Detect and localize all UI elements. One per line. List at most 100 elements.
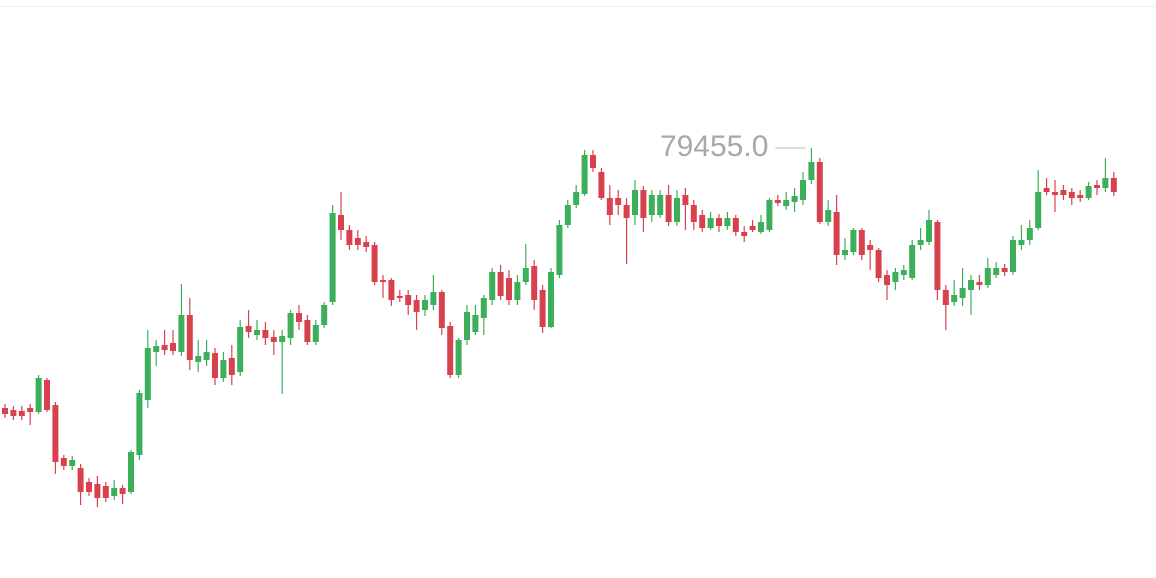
candle-body xyxy=(850,230,857,252)
candle-body xyxy=(926,220,932,242)
candle-body xyxy=(102,486,109,498)
candle-body xyxy=(212,353,218,378)
candle-body xyxy=(674,198,680,222)
candle-body xyxy=(800,180,806,200)
candle-body xyxy=(153,346,160,352)
candle-body xyxy=(942,290,949,305)
candle-body xyxy=(875,250,882,278)
candle-body xyxy=(296,313,302,322)
candle-body xyxy=(858,230,865,255)
candle-body xyxy=(1085,186,1092,198)
candle-body xyxy=(1001,268,1008,272)
candle-body xyxy=(1068,192,1075,198)
candle-body xyxy=(1102,178,1109,188)
candle-body xyxy=(682,195,689,205)
candle-body xyxy=(52,405,59,462)
candle-body xyxy=(245,326,252,332)
candle-body xyxy=(976,282,983,285)
candle-body xyxy=(220,360,227,378)
candle-body xyxy=(27,408,34,412)
candle-body xyxy=(623,205,630,218)
candle-body xyxy=(707,218,714,228)
candle-body xyxy=(606,198,613,215)
candle-body xyxy=(304,320,311,342)
candle-body xyxy=(833,212,840,255)
candle-body xyxy=(573,192,580,205)
annotation-label: 79455.0 xyxy=(660,130,768,163)
candle-body xyxy=(615,198,622,205)
candle-body xyxy=(598,172,605,198)
candle-body xyxy=(716,218,722,226)
candle-body xyxy=(472,315,479,332)
candle-body xyxy=(270,337,277,342)
candle-body xyxy=(699,215,706,228)
candle-body xyxy=(690,205,697,222)
candle-body xyxy=(825,210,832,222)
candle-body xyxy=(321,305,328,325)
candle-body xyxy=(254,330,260,335)
candle-body xyxy=(144,348,151,400)
candle-body xyxy=(1043,188,1050,192)
candle-body xyxy=(405,295,412,305)
candle-body xyxy=(732,218,739,232)
candle-body xyxy=(539,290,546,327)
candle-body xyxy=(1094,185,1100,188)
candle-body xyxy=(60,458,67,466)
candle-body xyxy=(312,325,319,342)
candle-body xyxy=(640,190,647,218)
candle-body xyxy=(430,292,437,305)
candle-body xyxy=(959,288,966,298)
candle-body xyxy=(346,230,353,245)
candle-body xyxy=(489,272,496,300)
candle-body xyxy=(791,196,798,202)
candle-body xyxy=(842,250,848,255)
candle-body xyxy=(783,200,790,206)
candle-body xyxy=(287,313,294,338)
candle-body xyxy=(766,200,773,230)
candle-body xyxy=(1010,240,1016,272)
candle-body xyxy=(413,300,420,312)
candle-body xyxy=(590,155,596,168)
candle-body xyxy=(329,213,336,302)
candle-body xyxy=(1018,240,1025,245)
candle-body xyxy=(455,340,462,375)
candle-body xyxy=(18,411,25,416)
candle-body xyxy=(917,240,924,245)
candle-body xyxy=(808,162,815,180)
candle-body xyxy=(1052,192,1058,195)
candle-body xyxy=(480,298,487,318)
candle-body xyxy=(548,272,554,327)
candle-body xyxy=(2,408,8,414)
candle-body xyxy=(506,278,512,300)
candle-body xyxy=(758,222,764,232)
candle-body xyxy=(119,488,126,494)
candle-body xyxy=(447,326,454,375)
candle-body xyxy=(1026,228,1033,240)
candle-body xyxy=(951,295,958,302)
candle-body xyxy=(371,245,378,282)
candle-body xyxy=(388,280,395,300)
candle-body xyxy=(195,356,202,362)
candle-body xyxy=(86,482,92,492)
candle-body xyxy=(514,282,521,300)
candle-body xyxy=(77,468,84,492)
candle-body xyxy=(186,315,193,360)
candle-body xyxy=(10,410,17,416)
candle-body xyxy=(363,242,370,247)
candle-body xyxy=(531,266,538,300)
candle-body xyxy=(749,226,756,230)
candle-body xyxy=(984,268,991,285)
candle-body xyxy=(741,232,748,236)
candle-body xyxy=(396,296,403,298)
candle-body xyxy=(884,275,890,285)
candle-body xyxy=(1110,178,1117,192)
candle-body xyxy=(464,312,470,340)
candle-body xyxy=(203,352,210,360)
candle-body xyxy=(522,268,529,282)
candle-body xyxy=(867,245,874,250)
candle-body xyxy=(354,238,361,245)
candle-body xyxy=(892,272,899,282)
candle-body xyxy=(993,268,1000,275)
candle-body xyxy=(338,215,344,230)
